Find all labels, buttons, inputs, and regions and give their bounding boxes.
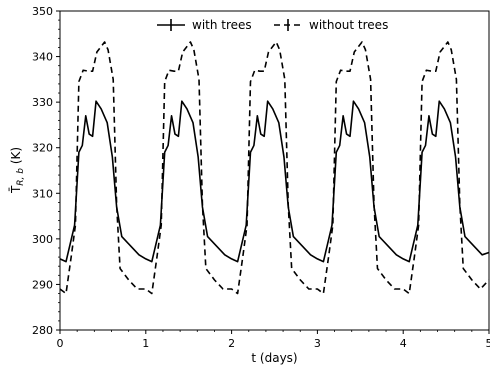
legend-label-without-trees: without trees <box>309 18 388 32</box>
legend-label-with-trees: with trees <box>192 18 252 32</box>
x-tick-label: 5 <box>486 337 490 350</box>
y-tick-label: 320 <box>32 142 53 155</box>
y-tick-label: 280 <box>32 324 53 337</box>
x-tick-label: 4 <box>400 337 407 350</box>
series-line-with-trees <box>59 100 490 263</box>
axis-ticks: 0 1 2 3 4 5 280 290 300 310 320 330 340 350 <box>32 5 490 350</box>
y-tick-label: 350 <box>32 5 53 18</box>
y-axis-label: T̄R, b (K) <box>9 147 26 194</box>
x-axis-label: t (days) <box>251 351 297 365</box>
y-tick-label: 310 <box>32 187 53 200</box>
series-line-without-trees <box>59 41 490 295</box>
y-tick-label: 330 <box>32 96 53 109</box>
y-axis-label-unit: (K) <box>9 147 23 168</box>
y-axis-label-subscript: R, b <box>16 168 26 186</box>
y-tick-label: 340 <box>32 51 53 64</box>
x-tick-label: 0 <box>57 337 64 350</box>
legend: with trees without trees <box>157 18 388 32</box>
series-lines <box>59 41 490 295</box>
x-tick-label: 3 <box>314 337 321 350</box>
x-tick-label: 1 <box>142 337 149 350</box>
y-tick-label: 290 <box>32 278 53 291</box>
y-tick-label: 300 <box>32 233 53 246</box>
plot-frame <box>59 10 490 331</box>
x-tick-label: 2 <box>228 337 235 350</box>
y-axis-label-symbol: T̄ <box>9 185 23 194</box>
